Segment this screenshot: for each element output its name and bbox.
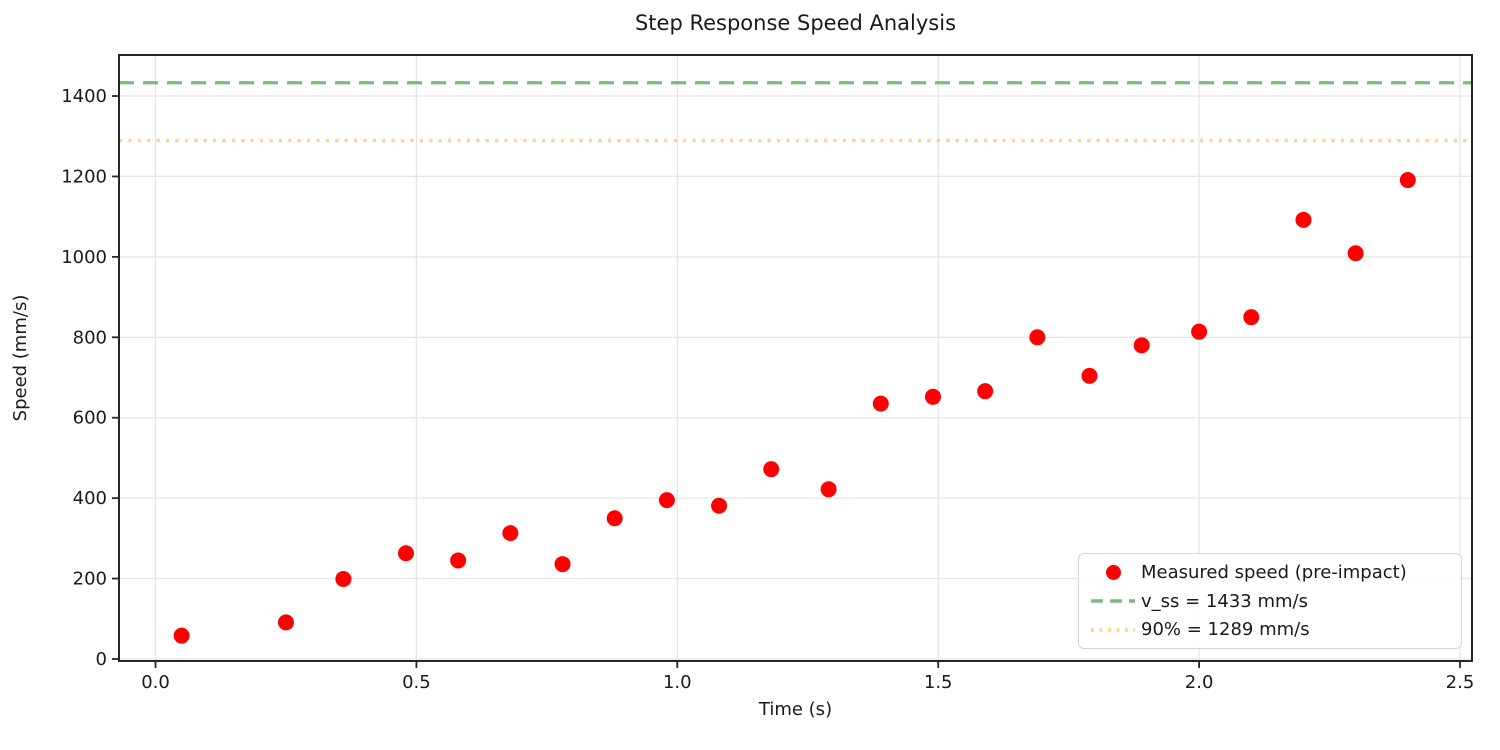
scatter-point	[977, 383, 994, 400]
y-tick-label: 1200	[61, 166, 107, 187]
y-tick-label: 600	[73, 408, 107, 429]
scatter-point	[1243, 309, 1260, 326]
scatter-point	[606, 510, 623, 527]
x-tick-label: 0.0	[141, 672, 170, 693]
orange-dotted-line-icon	[1091, 627, 1135, 632]
red-dot-icon	[1105, 565, 1121, 580]
scatter-point	[397, 545, 414, 562]
x-tick-label: 1.5	[924, 672, 953, 693]
legend-swatch-cell	[1085, 565, 1141, 580]
scatter-point	[1347, 245, 1364, 262]
y-tick-label: 1000	[61, 247, 107, 268]
scatter-point	[335, 570, 352, 587]
green-dashed-line-icon	[1091, 599, 1135, 603]
scatter-point	[554, 556, 571, 573]
scatter-point	[872, 395, 889, 412]
legend-swatch-cell	[1085, 598, 1141, 604]
y-tick-label: 0	[96, 649, 107, 670]
y-tick-label: 200	[73, 569, 107, 590]
x-tick-label: 0.5	[402, 672, 431, 693]
scatter-point	[1133, 337, 1150, 354]
y-axis-label: Speed (mm/s)	[10, 294, 31, 422]
y-tick-label: 400	[73, 488, 107, 509]
scatter-point	[658, 492, 675, 509]
scatter-point	[1029, 329, 1046, 346]
scatter-point	[173, 627, 190, 644]
scatter-point	[1399, 172, 1416, 189]
legend: Measured speed (pre-impact) v_ss = 1433 …	[1078, 553, 1462, 649]
chart-title: Step Response Speed Analysis	[634, 11, 957, 35]
legend-item-vss: v_ss = 1433 mm/s	[1085, 587, 1455, 615]
y-tick-label: 800	[73, 327, 107, 348]
y-tick-label: 1400	[61, 86, 107, 107]
legend-label: 90% = 1289 mm/s	[1141, 619, 1310, 640]
x-tick-label: 2.5	[1446, 672, 1475, 693]
scatter-point	[820, 481, 837, 498]
scatter-point	[1295, 211, 1312, 228]
x-tick-label: 1.0	[663, 672, 692, 693]
scatter-point	[763, 461, 780, 478]
scatter-point	[502, 525, 519, 542]
legend-item-measured: Measured speed (pre-impact)	[1085, 559, 1455, 587]
scatter-point	[450, 552, 467, 569]
scatter-point	[1191, 323, 1208, 340]
legend-swatch-cell	[1085, 627, 1141, 633]
x-tick-label: 2.0	[1185, 672, 1214, 693]
x-axis-label: Time (s)	[758, 699, 833, 720]
scatter-point	[924, 388, 941, 405]
legend-label: v_ss = 1433 mm/s	[1141, 590, 1308, 612]
legend-label: Measured speed (pre-impact)	[1141, 562, 1407, 583]
scatter-point	[1081, 367, 1098, 384]
legend-item-90pct: 90% = 1289 mm/s	[1085, 616, 1455, 644]
scatter-point	[277, 614, 294, 631]
scatter-point	[711, 497, 728, 514]
plot-border	[118, 54, 1473, 662]
